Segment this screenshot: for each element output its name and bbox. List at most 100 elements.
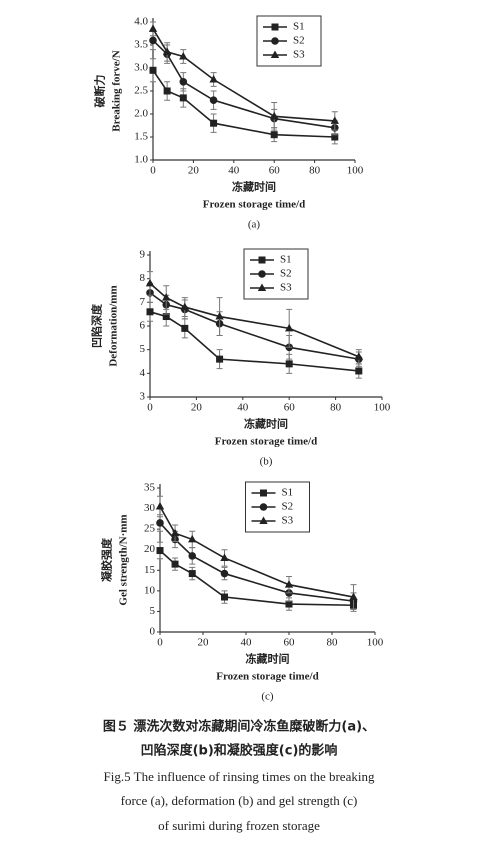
legend-label: S2 [293, 35, 305, 47]
marker [221, 593, 228, 601]
y-tick-label: 7 [140, 296, 146, 308]
x-tick-label: 20 [188, 165, 200, 177]
x-tick-label: 20 [198, 637, 210, 649]
panel-label: (a) [248, 219, 261, 231]
y-tick-label: 3.5 [134, 39, 148, 51]
marker [188, 534, 197, 543]
y-tick-label: 1.0 [134, 154, 148, 166]
series-line [159, 506, 354, 598]
marker [285, 323, 294, 332]
marker [285, 360, 293, 368]
legend-label: S1 [282, 487, 294, 499]
x-tick-label: 40 [228, 165, 240, 177]
y-tick-label: 3 [140, 391, 146, 403]
y-tick-label: 4 [140, 367, 146, 379]
y-tick-label: 10 [144, 584, 156, 596]
caption-cn: 凹陷深度(b)和凝胶强度(c)的影响 [141, 743, 338, 759]
marker [149, 36, 157, 45]
marker [210, 119, 218, 127]
marker [354, 352, 363, 360]
y-tick-label: 15 [144, 564, 156, 576]
panel: 1.0 1.5 2.0 2.5 3.0 3.5 4.0 0 20 40 60 80 100 冻藏时间 Fro… [93, 15, 364, 231]
y-tick-label: 4.0 [134, 16, 148, 28]
x-tick-label: 0 [150, 165, 156, 177]
marker [220, 569, 229, 578]
marker [179, 78, 188, 86]
marker [163, 87, 171, 95]
marker [270, 131, 278, 139]
marker [162, 293, 171, 301]
legend-label: S2 [282, 501, 294, 513]
y-tick-label: 2.0 [134, 108, 148, 120]
legend-marker [270, 50, 280, 58]
marker [285, 600, 293, 608]
marker [331, 133, 339, 141]
y-tick-label: 25 [144, 523, 156, 535]
y-tick-label: 6 [140, 320, 146, 332]
marker [148, 24, 158, 32]
legend-label: S2 [280, 268, 292, 280]
legend-marker [259, 503, 268, 511]
legend-label: S1 [293, 21, 305, 33]
caption-cn: 图５ 漂洗次数对冻藏期间冷冻鱼糜破断力(a)、 [103, 719, 375, 735]
marker [209, 96, 218, 104]
series-line [149, 311, 359, 372]
caption-en: of surimi during frozen storage [158, 818, 320, 833]
x-tick-label: 20 [191, 402, 203, 414]
x-tick-label: 0 [147, 402, 153, 414]
panel-label: (b) [260, 456, 273, 468]
x-axis-label: Frozen storage time/d [215, 436, 317, 448]
marker [330, 116, 339, 124]
legend-marker [258, 270, 266, 278]
marker [215, 312, 224, 320]
marker [156, 547, 164, 555]
x-axis-label: Frozen storage time/d [203, 199, 305, 211]
x-tick-label: 40 [241, 637, 253, 649]
y-tick-label: 5 [140, 343, 146, 355]
x-tick-label: 80 [327, 637, 339, 649]
marker [149, 66, 157, 74]
legend-marker [260, 489, 267, 497]
legend-marker [271, 37, 279, 45]
x-tick-label: 100 [347, 165, 364, 177]
y-tick-label: 1.5 [134, 131, 148, 143]
marker [355, 367, 363, 375]
y-tick-label: 3.0 [134, 62, 148, 74]
y-tick-label: 35 [144, 482, 156, 494]
marker [180, 302, 189, 311]
x-tick-label: 0 [157, 637, 163, 649]
legend-label: S3 [280, 282, 292, 294]
marker [170, 528, 180, 537]
caption-en: force (a), deformation (b) and gel stren… [121, 793, 358, 808]
panel: 0 5 10 15 20 25 30 35 0 20 40 60 80 100 冻藏时间 Frozen sto… [100, 481, 384, 703]
y-axis-label: Breaking forve/N [111, 50, 123, 131]
marker [146, 308, 154, 316]
marker [179, 52, 188, 60]
y-axis-label: 凹陷深度 [90, 303, 104, 348]
y-tick-label: 0 [150, 626, 156, 638]
panel: 3 4 5 6 7 8 9 0 20 40 60 80 100 冻藏时间 Frozen storage ti… [90, 248, 391, 468]
y-tick-label: 5 [150, 605, 156, 617]
x-axis-label: 冻藏时间 [246, 652, 290, 666]
x-tick-label: 80 [330, 402, 342, 414]
x-tick-label: 60 [269, 165, 281, 177]
legend-label: S1 [280, 254, 292, 266]
legend-marker [271, 23, 279, 31]
marker [171, 560, 179, 568]
marker [145, 278, 155, 287]
x-axis-label: 冻藏时间 [232, 180, 276, 194]
x-tick-label: 80 [309, 165, 321, 177]
marker [162, 47, 172, 55]
marker [216, 355, 224, 363]
marker [181, 324, 189, 332]
panel-label: (c) [261, 691, 274, 703]
marker [188, 552, 197, 560]
y-axis-label: Gel strength/N·mm [118, 514, 130, 605]
marker [155, 502, 165, 510]
y-tick-label: 2.5 [134, 85, 148, 97]
x-axis-label: 冻藏时间 [244, 417, 288, 431]
series-line [159, 522, 354, 602]
marker [209, 75, 218, 83]
x-tick-label: 40 [237, 402, 249, 414]
